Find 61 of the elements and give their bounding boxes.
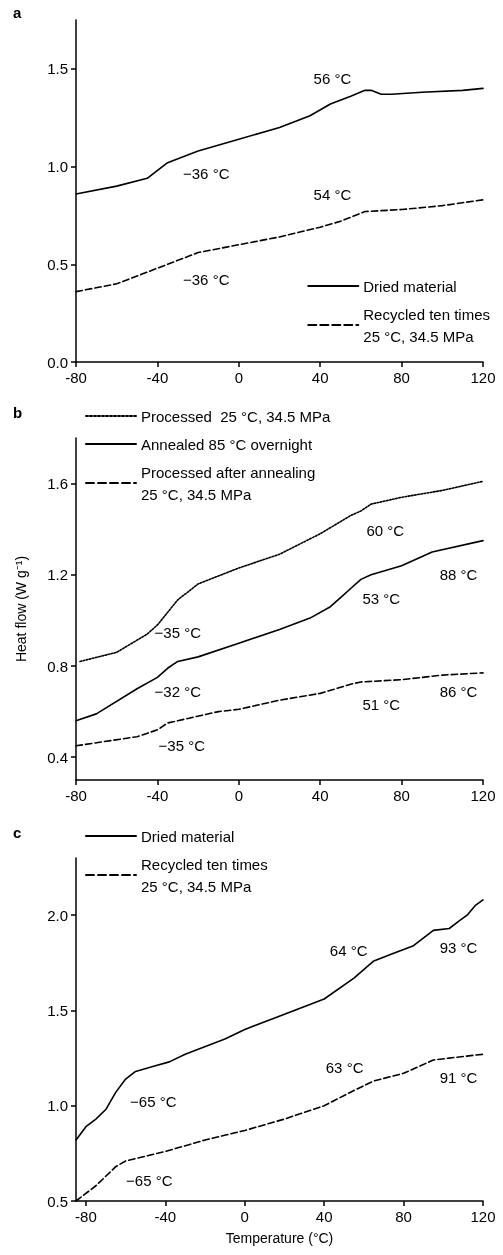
legend-label: Annealed 85 °C overnight	[141, 435, 313, 453]
y-tick-label: 2.0	[47, 906, 68, 924]
y-tick-label: 1.5	[47, 1001, 68, 1019]
x-tick-label: 0	[240, 1208, 249, 1225]
x-tick-label: -40	[146, 787, 169, 804]
annotation: −65 °C	[130, 1093, 177, 1111]
x-tick-label: 80	[393, 369, 410, 386]
annotation: 63 °C	[325, 1058, 364, 1076]
x-tick-label: -80	[65, 369, 87, 386]
legend-label: Dried material	[141, 827, 235, 845]
annotation: −35 °C	[158, 737, 206, 755]
annotation: 86 °C	[439, 682, 478, 700]
y-tick-label: 0.5	[47, 1192, 68, 1210]
y-axis-title: Heat flow (W g⁻¹)	[13, 555, 29, 663]
y-tick-label: 1.0	[47, 1097, 68, 1115]
x-tick-label: 80	[393, 787, 410, 804]
y-tick-label: 0.4	[47, 748, 68, 766]
annotation: −32 °C	[154, 682, 202, 700]
y-tick-label: 0.0	[47, 353, 68, 371]
annotation: 51 °C	[362, 696, 401, 714]
annotation: 54 °C	[313, 185, 352, 203]
legend-label: Dried material	[363, 277, 457, 295]
legend-label: Processed after annealing 25 °C, 34.5 MPa	[141, 463, 316, 503]
annotation: −65 °C	[126, 1171, 173, 1189]
x-tick-label: -80	[75, 1208, 97, 1225]
y-tick-label: 1.0	[47, 158, 68, 176]
x-tick-label: -40	[154, 1208, 177, 1225]
legend-label: Recycled ten times 25 °C, 34.5 MPa	[363, 305, 490, 345]
x-tick-label: 0	[234, 369, 243, 386]
x-tick-label: -80	[65, 787, 87, 804]
annotation: −36 °C	[183, 165, 230, 183]
y-tick-label: 1.6	[47, 475, 68, 493]
x-tick-label: 120	[470, 1208, 496, 1225]
y-tick-label: 1.5	[47, 60, 68, 78]
legend-label: Recycled ten times 25 °C, 34.5 MPa	[141, 855, 268, 895]
annotation: 93 °C	[439, 938, 478, 956]
annotation: 91 °C	[439, 1069, 478, 1087]
annotation: −35 °C	[154, 624, 202, 642]
y-tick-label: 0.5	[47, 255, 68, 273]
annotation: 53 °C	[362, 590, 401, 608]
annotation: 64 °C	[329, 942, 368, 960]
y-tick-label: 0.8	[47, 657, 68, 675]
annotation: −36 °C	[183, 271, 230, 289]
x-tick-label: -40	[146, 369, 169, 386]
chart-title: a	[13, 4, 22, 21]
chart-title: c	[13, 824, 22, 841]
legend-label: Processed 25 °C, 34.5 MPa	[141, 407, 332, 425]
x-tick-label: 0	[234, 787, 243, 804]
x-tick-label: 40	[315, 1208, 333, 1225]
chart-title: b	[13, 404, 23, 421]
x-tick-label: 120	[470, 369, 496, 386]
x-tick-label: 40	[311, 787, 329, 804]
line-series	[79, 480, 484, 663]
x-tick-label: 40	[311, 369, 329, 386]
x-axis-title: Temperature (°C)	[225, 1230, 334, 1246]
annotation: 60 °C	[366, 521, 405, 539]
annotation: 56 °C	[313, 69, 352, 87]
x-tick-label: 120	[470, 787, 496, 804]
y-tick-label: 1.2	[47, 566, 68, 584]
x-tick-label: 80	[395, 1208, 412, 1225]
annotation: 88 °C	[439, 566, 478, 584]
